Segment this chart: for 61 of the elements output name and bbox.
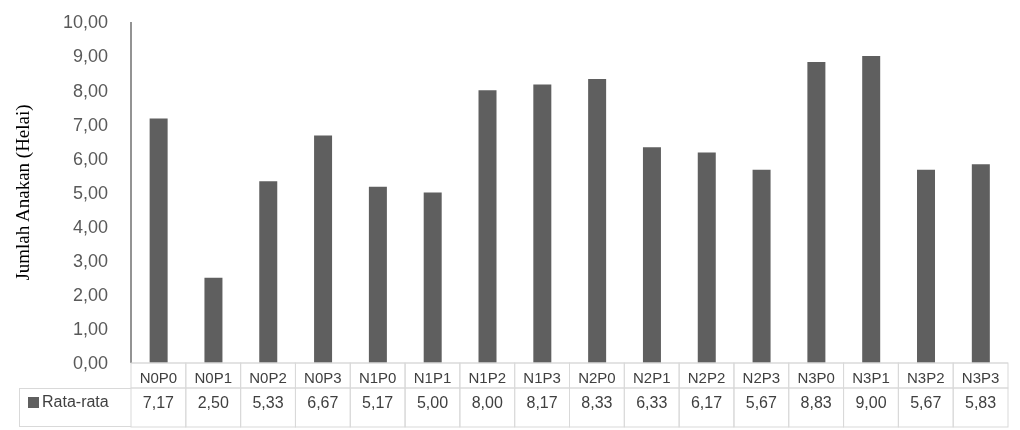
data-label: 7,17 <box>142 394 175 411</box>
bar <box>314 135 333 363</box>
bar <box>917 169 936 363</box>
bar <box>259 181 278 363</box>
x-tick-label: N0P1 <box>194 368 232 385</box>
bar <box>423 192 442 363</box>
data-label: 5,83 <box>965 394 997 411</box>
x-tick-label: N3P3 <box>961 368 1000 385</box>
bar <box>642 147 661 363</box>
y-tick-label: 8,00 <box>72 80 108 101</box>
data-label: 2,50 <box>197 394 229 411</box>
data-label: 8,33 <box>581 394 613 411</box>
data-label: 6,67 <box>307 394 339 411</box>
data-label: 8,17 <box>526 394 558 411</box>
bar <box>204 277 223 363</box>
data-label: 5,00 <box>416 394 449 411</box>
x-tick-label: N3P1 <box>852 368 890 385</box>
x-tick-label: N1P2 <box>468 368 507 385</box>
data-label: 5,33 <box>252 394 284 411</box>
bar <box>807 61 826 363</box>
data-label: 5,67 <box>745 394 778 411</box>
y-axis-title: Jumlah Anakan (Helai) <box>11 104 34 281</box>
x-tick-label: N2P3 <box>742 368 781 385</box>
x-tick-label: N2P0 <box>578 368 616 385</box>
y-tick-label: 1,00 <box>72 319 108 340</box>
x-tick-label: N2P1 <box>632 368 671 385</box>
bar <box>862 56 881 363</box>
data-label: 8,00 <box>471 394 503 411</box>
bar <box>533 84 552 363</box>
x-tick-label: N1P3 <box>523 368 561 385</box>
data-label: 5,67 <box>910 394 942 411</box>
x-tick-label: N1P1 <box>413 368 452 385</box>
y-tick-label: 5,00 <box>72 182 108 203</box>
bar <box>368 186 387 363</box>
x-tick-label: N0P3 <box>304 368 342 385</box>
x-tick-label: N1P0 <box>358 368 397 385</box>
bar <box>149 118 168 363</box>
y-tick-label: 7,00 <box>72 114 108 135</box>
bar <box>478 90 497 363</box>
y-tick-label: 6,00 <box>72 148 108 169</box>
bar <box>752 169 771 363</box>
bar <box>971 164 990 363</box>
data-label: 9,00 <box>855 394 887 411</box>
legend-label: Rata-rata <box>42 393 109 411</box>
data-label: 6,33 <box>636 394 668 411</box>
x-tick-label: N2P2 <box>687 368 726 385</box>
y-tick-label: 2,00 <box>72 285 108 306</box>
data-label: 6,17 <box>690 394 723 411</box>
x-tick-label: N0P2 <box>249 368 287 385</box>
bar <box>588 78 607 363</box>
y-tick-label: 4,00 <box>72 216 108 237</box>
data-label: 8,83 <box>800 394 832 411</box>
y-tick-label: 9,00 <box>72 46 108 67</box>
y-tick-label: 3,00 <box>72 251 108 272</box>
x-tick-label: N3P2 <box>907 368 945 385</box>
y-tick-label: 10,00 <box>62 12 108 33</box>
data-label: 5,17 <box>362 394 394 411</box>
x-tick-label: N0P0 <box>139 368 178 385</box>
y-tick-label: 0,00 <box>72 353 108 374</box>
x-tick-label: N3P0 <box>797 368 835 385</box>
bar <box>697 152 716 363</box>
